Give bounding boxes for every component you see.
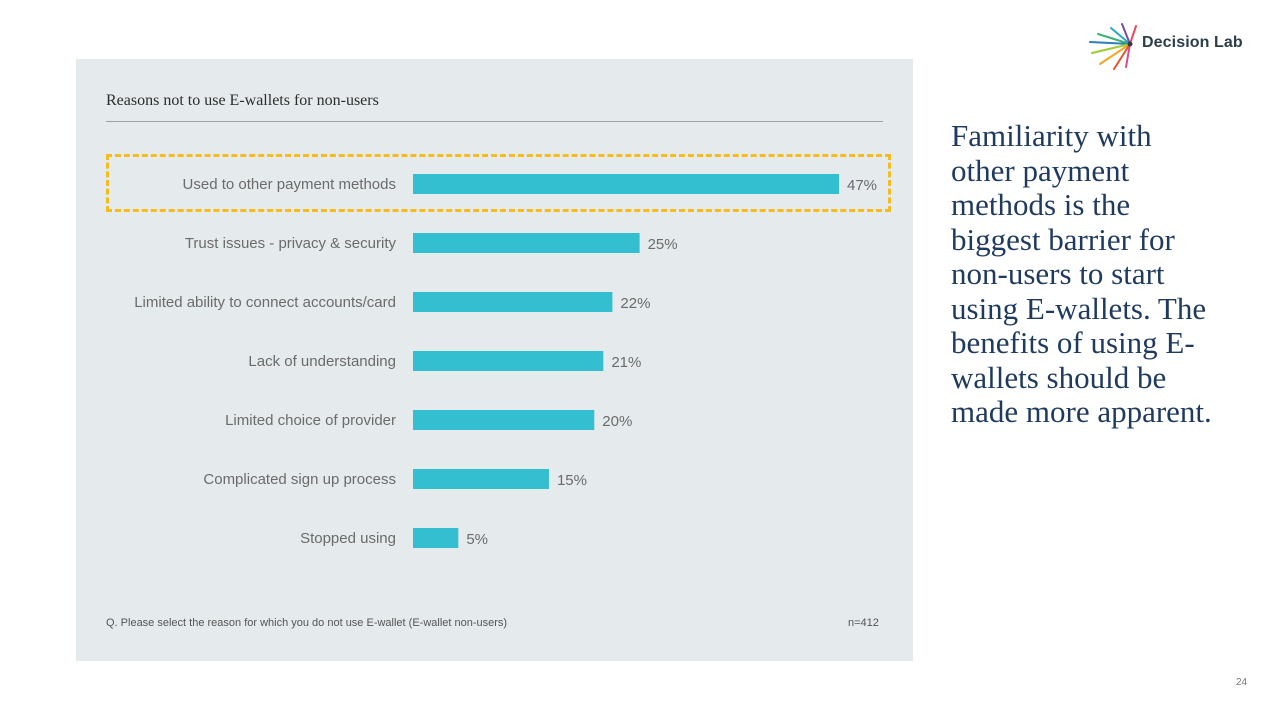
category-label: Limited ability to connect accounts/card (134, 294, 396, 311)
highlight-box (106, 154, 891, 212)
brand-name: Decision Lab (1142, 34, 1243, 51)
value-label: 15% (557, 472, 587, 489)
value-label: 21% (611, 354, 641, 371)
question-footnote: Q. Please select the reason for which yo… (106, 617, 508, 629)
value-label: 20% (602, 413, 632, 430)
bar (413, 351, 604, 371)
value-label: 22% (620, 295, 650, 312)
bar (413, 469, 549, 489)
category-label: Complicated sign up process (203, 471, 396, 488)
category-label: Trust issues - privacy & security (185, 235, 397, 252)
category-label: Used to other payment methods (183, 176, 396, 193)
bar (413, 528, 459, 548)
bar (413, 233, 640, 253)
bar (413, 292, 613, 312)
category-label: Lack of understanding (248, 353, 396, 370)
bar-chart: Used to other payment methods 47% Trust is… (134, 174, 877, 548)
category-label: Limited choice of provider (225, 412, 396, 429)
value-label: 47% (847, 177, 877, 194)
value-label: 25% (648, 236, 678, 253)
value-label: 5% (466, 531, 488, 548)
title-divider (106, 121, 883, 122)
page-number: 24 (1236, 677, 1248, 688)
chart-title: Reasons not to use E-wallets for non-use… (106, 92, 379, 109)
bar (413, 410, 595, 430)
insight-text: Familiarity with other payment methods i… (951, 118, 1212, 429)
bar (413, 174, 839, 194)
category-label: Stopped using (300, 530, 396, 547)
decision-lab-logo-icon (1089, 23, 1137, 70)
sample-size: n=412 (848, 617, 879, 629)
